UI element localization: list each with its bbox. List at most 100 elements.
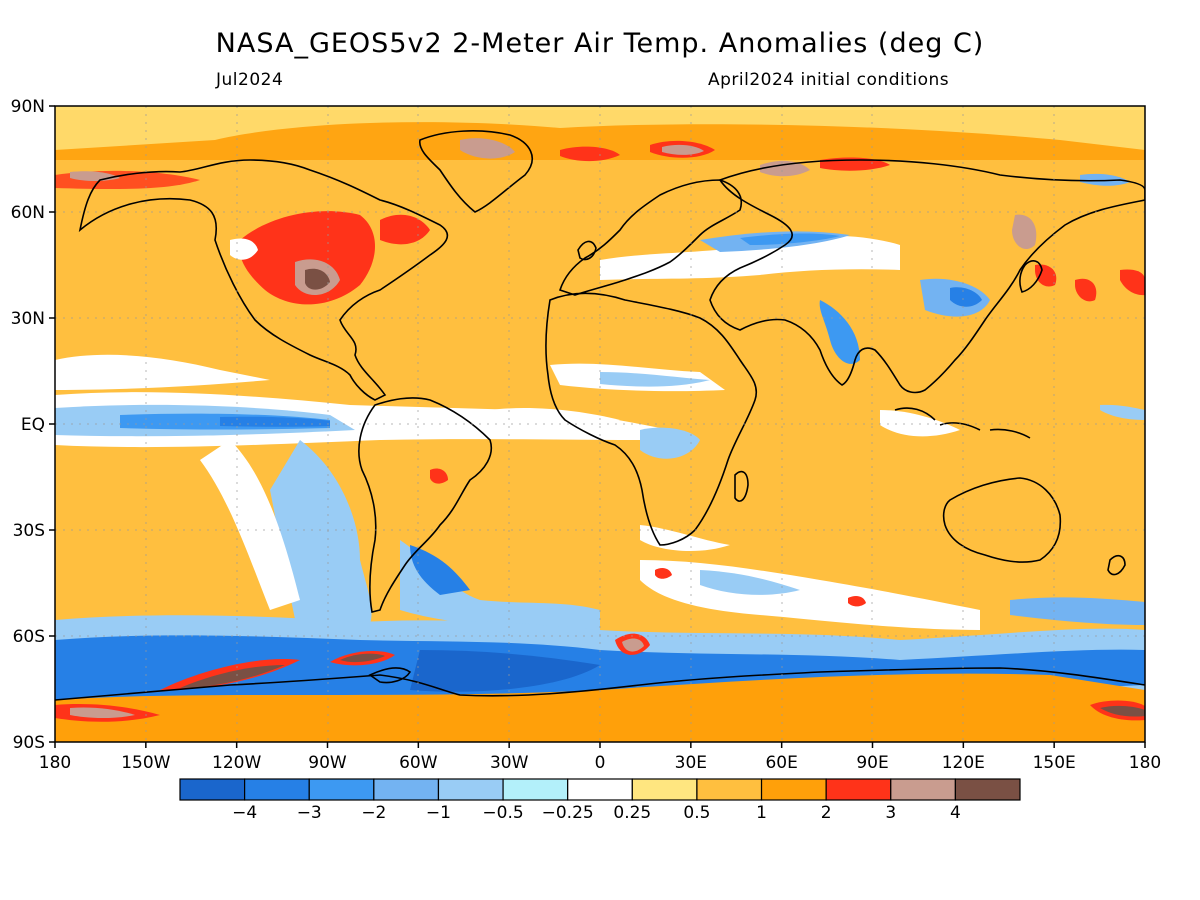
lon-label: 0	[595, 753, 606, 773]
asia-coast	[709, 159, 1145, 394]
map-title: NASA_GEOS5v2 2-Meter Air Temp. Anomalies…	[215, 28, 985, 59]
colorbar-swatch	[437, 778, 504, 801]
colorbar-swatch	[244, 778, 310, 801]
na-hottest	[305, 268, 330, 290]
lon-label: 30W	[490, 753, 529, 773]
colorbar-swatch	[696, 778, 763, 801]
lon-label: 120E	[942, 753, 985, 773]
colorbar	[179, 778, 1021, 801]
kerguelen-hot	[848, 595, 866, 607]
lon-label: 150E	[1033, 753, 1076, 773]
lon-label: 60W	[399, 753, 438, 773]
central-africa-cool	[640, 427, 700, 459]
colorbar-label: 0.25	[613, 803, 651, 823]
kamchatka-hotter	[1012, 214, 1037, 250]
colorbar-swatch	[760, 778, 827, 801]
colorbar-label: 2	[821, 803, 832, 823]
colorbar-label: 4	[950, 803, 961, 823]
india-cold	[819, 300, 860, 364]
gulf-guinea-neutral	[490, 408, 620, 428]
lat-label: 90N	[11, 97, 45, 117]
south-indian-hotter	[622, 638, 644, 652]
south-america-coast	[358, 397, 492, 613]
lon-label: 90W	[308, 753, 347, 773]
colorbar-label: −0.5	[482, 803, 523, 823]
arctic-light	[55, 106, 1145, 150]
colorbar-swatch	[567, 778, 633, 801]
ne-pacific-hot	[1120, 269, 1145, 296]
sahel-cool	[600, 372, 710, 387]
greenland-hotter	[460, 138, 515, 159]
colorbar-label: −4	[232, 803, 257, 823]
np-neutral-strip	[55, 354, 270, 390]
lat-label: 30N	[11, 309, 45, 329]
colorbar-label: 0.5	[683, 803, 710, 823]
lon-label: 180	[39, 753, 71, 773]
colorbar-label: 3	[885, 803, 896, 823]
maritime-neutral	[880, 410, 960, 437]
africa-coast	[545, 292, 758, 546]
japan-hot	[1035, 264, 1057, 287]
colorbar-swatch	[825, 778, 892, 801]
quebec-hot	[380, 214, 430, 245]
colorbar-label: −2	[361, 803, 386, 823]
madagascar-coast	[734, 470, 749, 502]
sw-antarctic-hotter	[70, 707, 135, 719]
lon-label: 90E	[856, 753, 888, 773]
forecast-period: Jul2024	[216, 70, 284, 90]
lat-label: 90S	[13, 733, 45, 753]
se-pacific-neutral	[200, 440, 300, 610]
colorbar-label: −0.25	[542, 803, 594, 823]
brazil-hot	[430, 468, 448, 484]
colorbar-swatch	[890, 778, 956, 801]
colorbar-label: −3	[297, 803, 322, 823]
colorbar-swatch	[502, 778, 569, 801]
south-indian-cool	[700, 570, 800, 595]
south-atlantic-cold	[410, 545, 470, 595]
eurasia-neutral	[600, 235, 900, 280]
agulhas-hot	[655, 567, 672, 579]
uk-coast	[577, 240, 597, 261]
longitude-labels: 180 150W 120W 90W 60W 30W 0 30E 60E 90E 120E 150E 18…	[39, 753, 1161, 773]
colorbar-label: −1	[426, 803, 451, 823]
se-antarctic-hottest	[1100, 705, 1145, 717]
australia-coast	[942, 477, 1062, 563]
antarctic-peninsula	[368, 667, 412, 684]
svalbard-hot	[560, 146, 620, 162]
greenland-coast	[419, 130, 533, 213]
colorbar-labels: −4 −3 −2 −1 −0.5 −0.25 0.25 0.5 1 2 3 4	[232, 803, 961, 823]
latitude-labels: 90N 60N 30N EQ 30S 60S 90S	[11, 97, 45, 753]
antarctica-coast	[55, 667, 1145, 701]
lon-label: 150W	[121, 753, 170, 773]
south-pacific-cool	[1010, 597, 1145, 625]
colorbar-swatch	[308, 778, 375, 801]
lon-label: 30E	[675, 753, 707, 773]
lat-label: 60S	[13, 627, 45, 647]
lat-label: 30S	[13, 521, 45, 541]
bellingshausen-hottest	[340, 653, 385, 663]
colorbar-swatch	[631, 778, 698, 801]
colorbar-swatch	[954, 778, 1021, 801]
colorbar-label: 1	[756, 803, 767, 823]
europe-coast	[558, 179, 742, 296]
china-cold	[950, 287, 982, 307]
lat-label: 60N	[11, 203, 45, 223]
north-america-coast	[78, 159, 449, 401]
lon-label: 180	[1129, 753, 1161, 773]
lat-label: EQ	[21, 415, 45, 435]
graticule	[55, 106, 1145, 742]
lon-label: 120W	[212, 753, 261, 773]
colorbar-swatch	[179, 778, 246, 801]
w-pacific-cool	[1100, 404, 1145, 420]
colorbar-swatch	[373, 778, 440, 801]
ross-hottest	[180, 665, 285, 688]
coastlines	[55, 130, 1145, 701]
weddell-cold-core	[410, 650, 600, 692]
siberia-hotter	[760, 160, 810, 177]
nw-pacific-hot	[1075, 278, 1097, 302]
japan-coast	[1019, 260, 1043, 293]
south-atlantic-cool	[400, 540, 600, 630]
na-hotspot	[239, 211, 375, 305]
initial-conditions: April2024 initial conditions	[708, 70, 950, 90]
